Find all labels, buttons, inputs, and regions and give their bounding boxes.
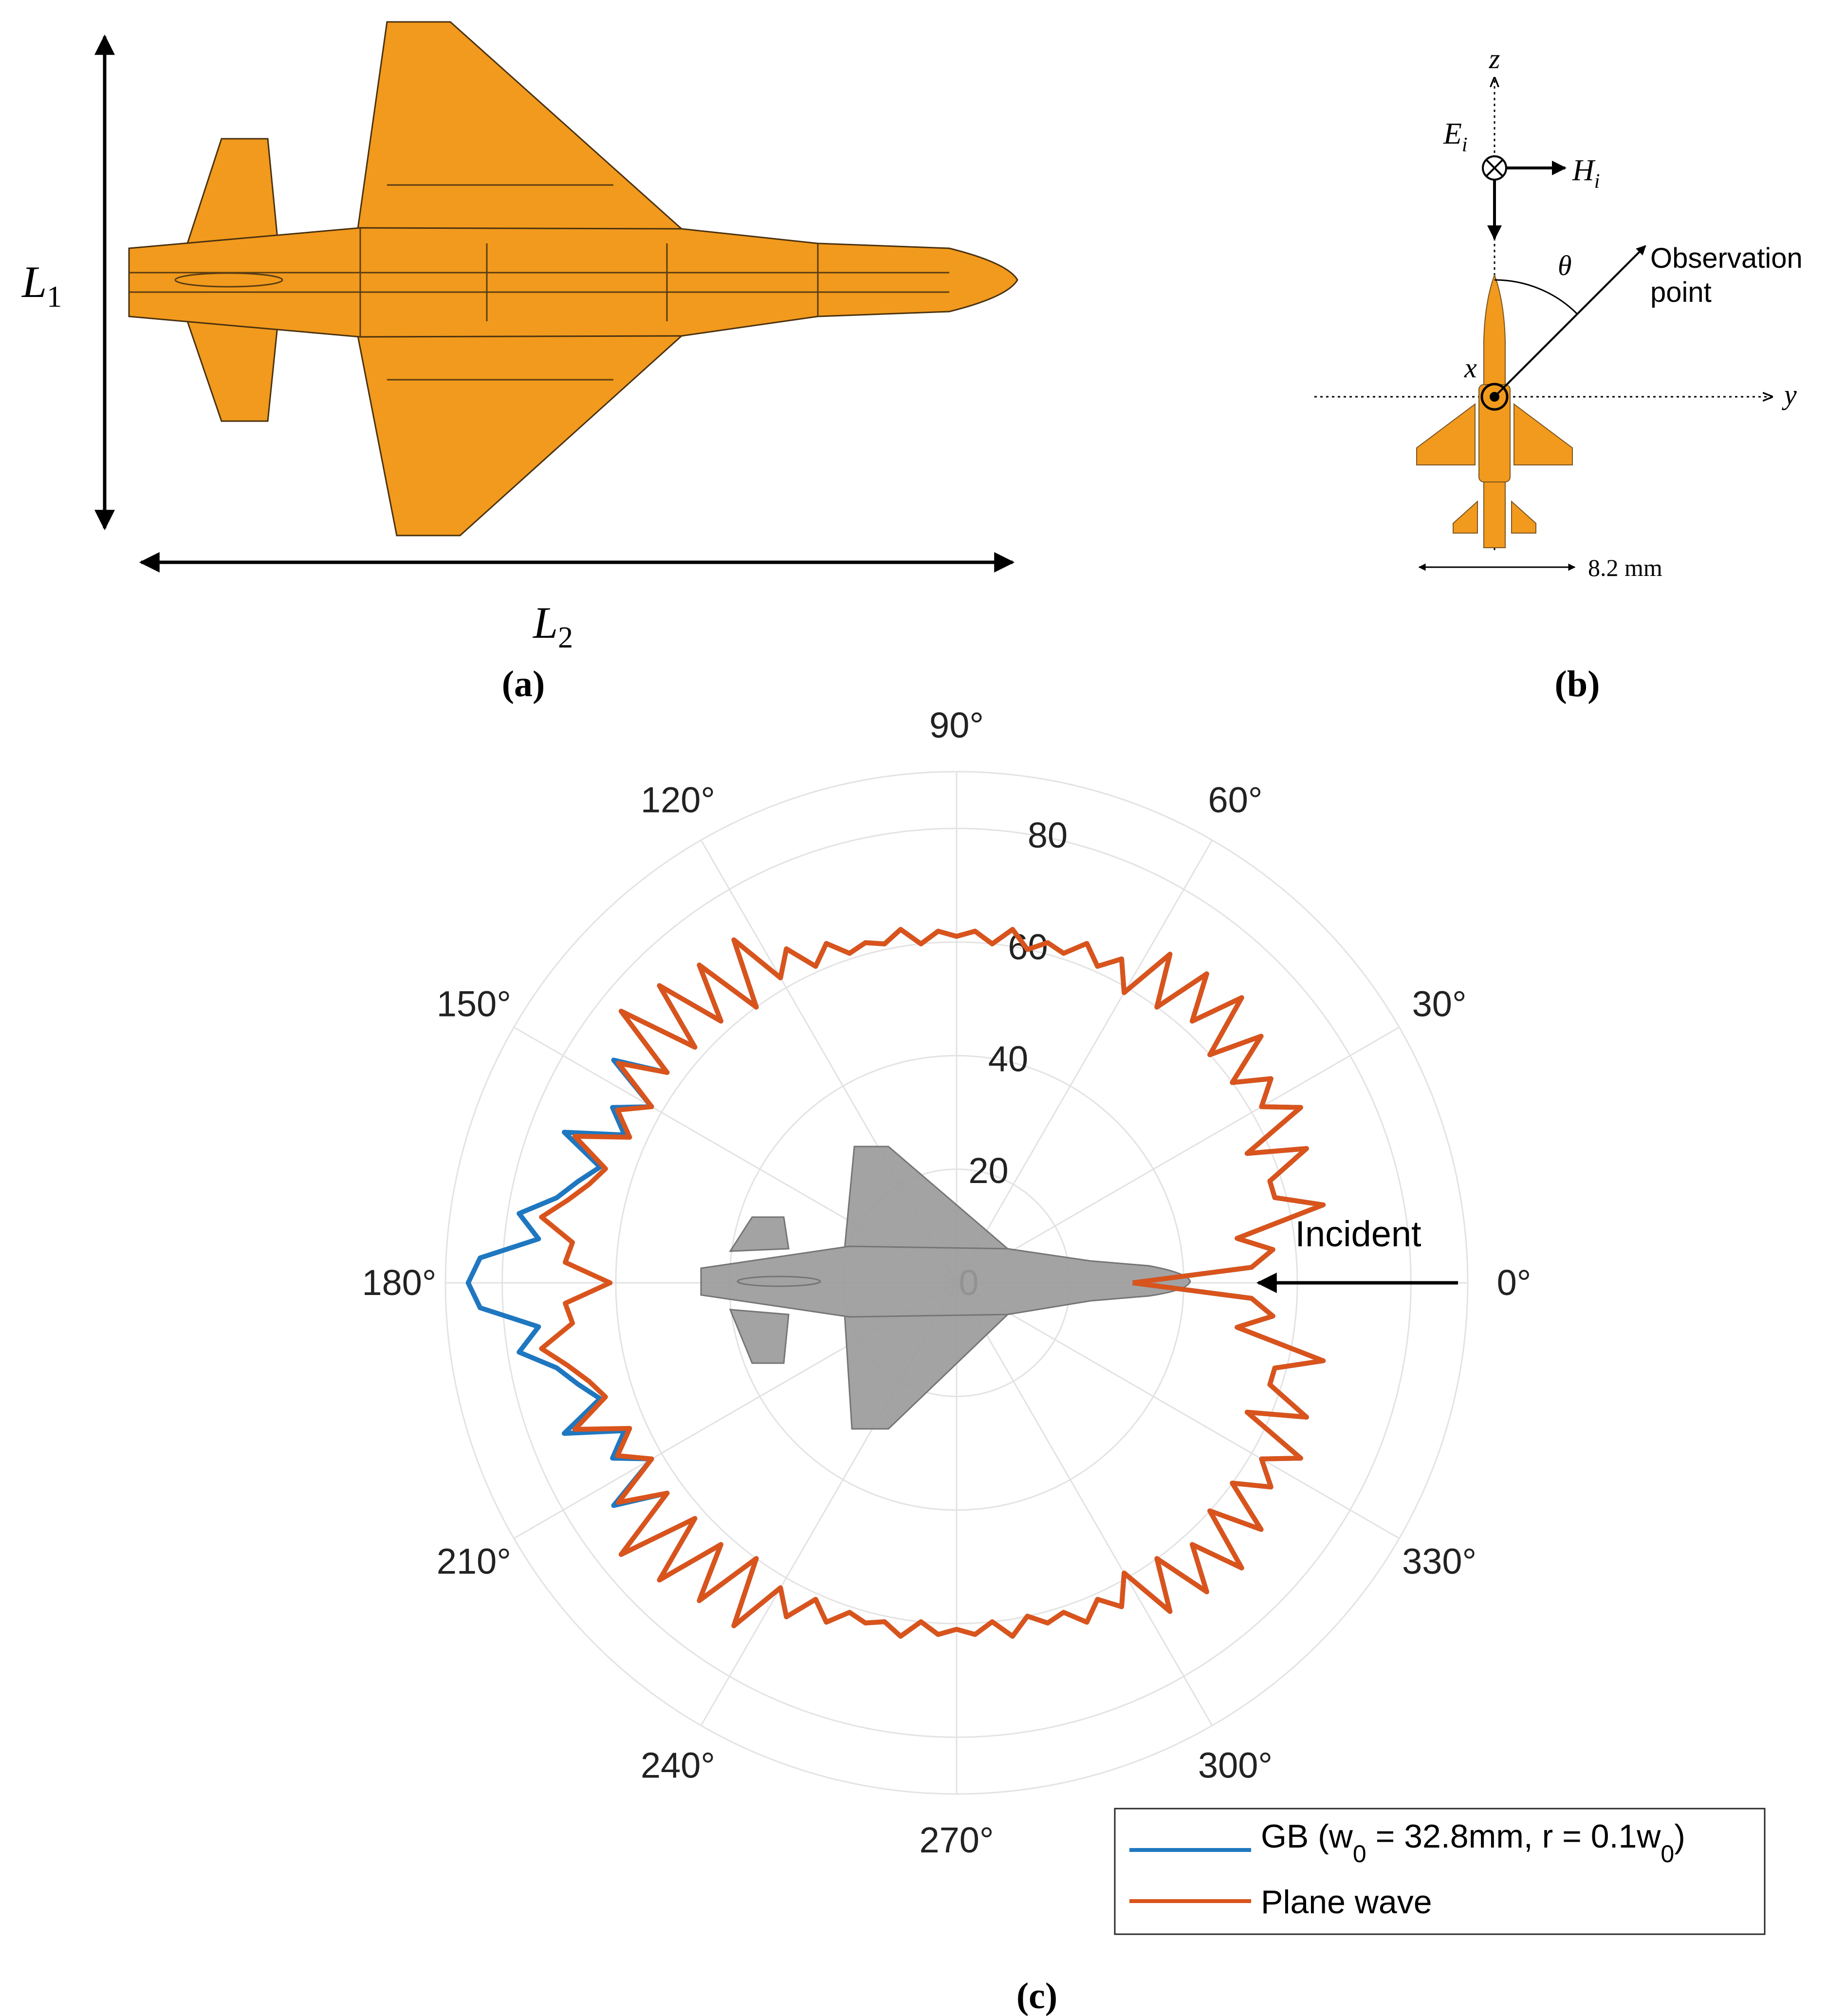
E-field-label: Ei <box>1443 117 1468 156</box>
observation-label-line2: point <box>1650 277 1712 308</box>
angle-tick-label: 60° <box>1208 779 1263 820</box>
angle-tick-label: 270° <box>919 1820 994 1860</box>
aircraft-side-icon <box>1416 274 1573 548</box>
theta-arc <box>1494 279 1578 315</box>
panel-c-caption: (c) <box>1016 1976 1057 2016</box>
aircraft-top-view <box>128 21 1018 536</box>
width-dimension-label: 8.2 mm <box>1588 554 1662 581</box>
theta-label: θ <box>1558 250 1572 281</box>
angle-tick-label: 180° <box>362 1262 436 1303</box>
L1-label: L1 <box>21 257 62 314</box>
gray-aircraft-overlay <box>700 1146 1191 1430</box>
x-axis-out-of-page-icon <box>1480 383 1509 411</box>
polar-grid-spoke <box>956 1026 1400 1284</box>
legend-plane-wave-label: Plane wave <box>1261 1884 1432 1921</box>
H-field-label: Hi <box>1572 154 1600 193</box>
polar-grid-spoke <box>956 1282 1213 1726</box>
polar-series <box>465 927 1326 1639</box>
angle-tick-label: 240° <box>641 1745 715 1786</box>
angle-tick-label: 0° <box>1497 1262 1532 1303</box>
panel-a-caption: (a) <box>502 664 545 704</box>
polar-chart: 0° 30° 60° 90° 120° 150° 180° 210° 240° 270° 300° 3… <box>362 705 1766 2016</box>
observation-direction-arrow <box>1494 245 1646 398</box>
observation-label-line1: Observation <box>1650 242 1803 274</box>
incident-label: Incident <box>1295 1214 1421 1254</box>
panel-b-caption: (b) <box>1555 664 1600 704</box>
polar-grid-spoke <box>956 1282 1400 1539</box>
cross-mark <box>1485 159 1504 177</box>
series-plane-wave-line <box>539 927 1326 1639</box>
radial-tick-label: 80 <box>1028 815 1068 855</box>
radial-tick-label: 40 <box>988 1038 1028 1079</box>
angle-tick-label: 300° <box>1198 1745 1273 1786</box>
chart-legend: GB (w0 = 32.8mm, r = 0.1w0) Plane wave <box>1114 1808 1766 1935</box>
y-axis-label: y <box>1782 379 1797 410</box>
angle-tick-label: 30° <box>1412 984 1467 1024</box>
angle-tick-label: 210° <box>437 1541 511 1582</box>
angle-tick-label: 150° <box>437 984 511 1024</box>
radial-tick-label: 20 <box>968 1150 1008 1191</box>
angle-tick-label: 120° <box>641 779 715 820</box>
x-axis-label: x <box>1464 352 1477 384</box>
legend-gb-label: GB (w0 = 32.8mm, r = 0.1w0) <box>1261 1818 1685 1868</box>
panel-b: z y x Ei Hi θ Observation po <box>1314 43 1803 704</box>
angle-tick-label: 90° <box>929 705 984 745</box>
L2-label: L2 <box>532 598 573 654</box>
polar-grid-spoke <box>956 839 1213 1283</box>
panel-a: L1 L2 (a) <box>21 21 1018 704</box>
aircraft-panel-lines <box>129 184 949 381</box>
z-axis-label: z <box>1489 43 1500 74</box>
angle-tick-label: 330° <box>1402 1541 1476 1582</box>
